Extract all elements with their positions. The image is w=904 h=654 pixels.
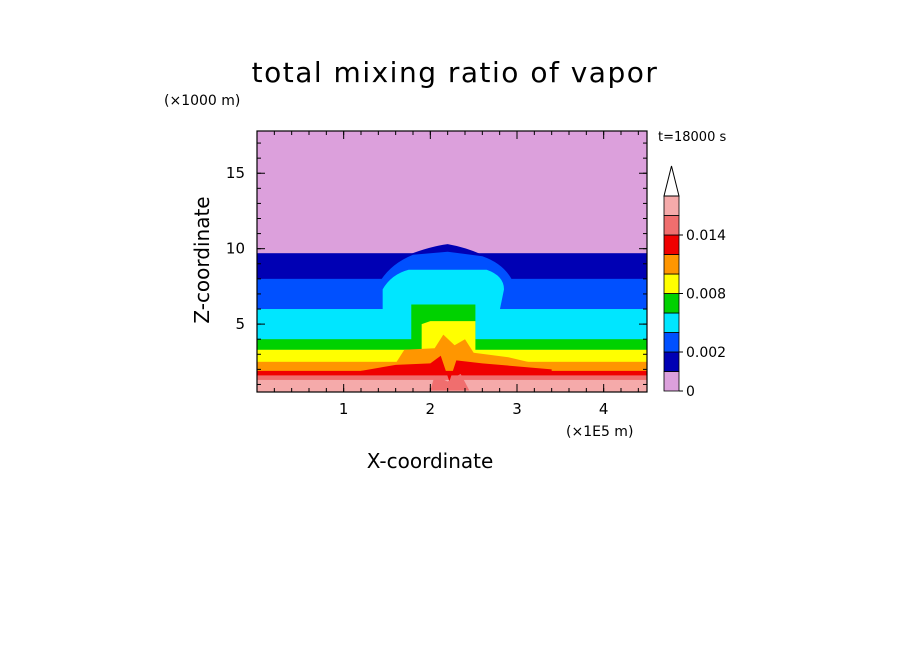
surface-root [430,373,470,391]
y-axis-unit: (×1000 m) [164,93,241,109]
colorbar-segment [663,254,680,275]
colorbar-label: 0.014 [686,228,726,244]
x-axis-title: X-coordinate [366,449,494,473]
colorbar-extend-arrow [663,165,680,197]
contour-field [257,131,647,392]
surface-red [361,355,552,382]
colorbar: 0 0.002 0.008 0.014 [663,165,726,400]
plot-frame [256,130,648,393]
y-tick-label: 15 [226,164,245,182]
x-tick-label: 1 [339,400,349,418]
y-tick-label: 10 [226,240,245,258]
plume-top [408,244,483,255]
colorbar-segment [663,332,680,353]
time-label: t=18000 s [658,130,727,145]
x-tick-label: 2 [426,400,436,418]
colorbar-label: 0.008 [686,287,726,303]
colorbar-segment [663,195,680,216]
x-tick-label: 3 [512,400,522,418]
plot-axes: 1 2 3 4 5 10 15 [226,130,648,418]
colorbar-segment [663,273,680,294]
x-tick-label: 4 [599,400,609,418]
chart-title: total mixing ratio of vapor [251,56,659,89]
colorbar-segment [663,371,680,392]
colorbar-label: 0 [686,384,695,400]
y-tick-label: 5 [235,315,245,333]
plume-base [395,334,535,364]
colorbar-segment [663,351,680,372]
colorbar-segment [663,293,680,314]
x-axis-unit: (×1E5 m) [566,424,634,440]
colorbar-segment [663,234,680,255]
colorbar-label: 0.002 [686,345,726,361]
colorbar-segment [663,215,680,236]
colorbar-segment [663,312,680,333]
